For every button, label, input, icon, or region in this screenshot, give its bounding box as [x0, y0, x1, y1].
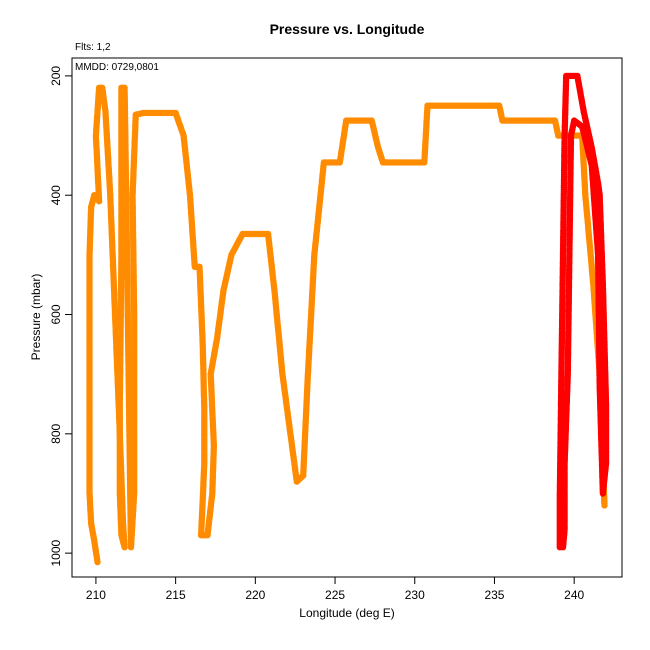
y-tick-label: 200 — [49, 66, 63, 86]
x-tick-label: 215 — [166, 588, 186, 602]
data-points — [86, 72, 610, 566]
chart-title: Pressure vs. Longitude — [270, 21, 425, 37]
y-tick-label: 600 — [49, 304, 63, 324]
x-axis-label: Longitude (deg E) — [299, 606, 394, 620]
y-tick-label: 400 — [49, 185, 63, 205]
x-tick-label: 225 — [325, 588, 345, 602]
x-tick-label: 235 — [484, 588, 504, 602]
y-axis-label: Pressure (mbar) — [29, 274, 43, 361]
y-tick-label: 1000 — [49, 539, 63, 566]
annotation-flights: Flts: 1,2 — [75, 42, 111, 53]
x-tick-label: 210 — [86, 588, 106, 602]
annotation-mmdd: MMDD: 0729,0801 — [75, 62, 159, 73]
y-axis: 200 400 600 800 1000 — [49, 66, 72, 566]
x-axis: 210 215 220 225 230 235 240 — [86, 577, 585, 602]
data-point-series-2 — [559, 544, 567, 551]
y-tick-label: 800 — [49, 423, 63, 443]
x-tick-label: 230 — [405, 588, 425, 602]
plot-frame — [71, 57, 623, 578]
x-tick-label: 220 — [245, 588, 265, 602]
x-tick-label: 240 — [564, 588, 584, 602]
